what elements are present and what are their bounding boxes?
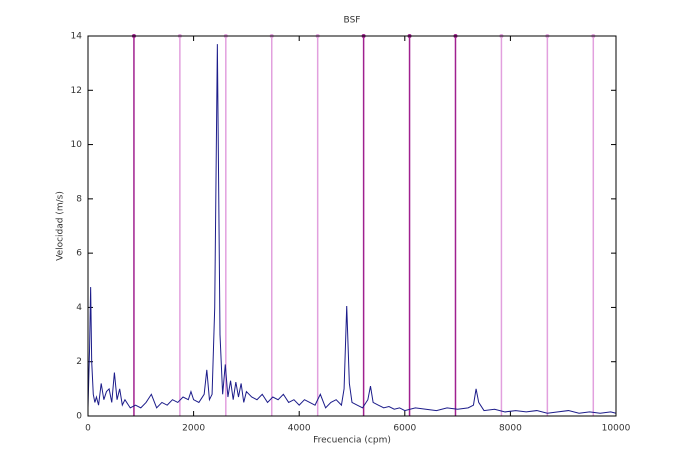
- x-axis-label: Frecuencia (cpm): [313, 436, 391, 446]
- x-tick-label: 8000: [499, 424, 522, 434]
- y-tick-label: 2: [76, 357, 82, 367]
- spectrum-line: [87, 44, 617, 414]
- x-tick-label: 2000: [182, 424, 205, 434]
- plot-frame: [87, 35, 617, 417]
- x-tick-label: 0: [85, 424, 91, 434]
- y-tick-label: 0: [76, 412, 82, 422]
- y-tick-label: 6: [76, 249, 82, 259]
- x-tick-label: 10000: [602, 424, 631, 434]
- chart-title: BSF: [344, 16, 361, 26]
- y-tick-label: 10: [71, 140, 83, 150]
- x-tick-label: 6000: [393, 424, 416, 434]
- y-tick-label: 4: [76, 303, 82, 313]
- y-tick-label: 8: [76, 194, 82, 204]
- y-tick-label: 12: [71, 86, 82, 96]
- y-axis-label: Velocidad (m/s): [56, 191, 66, 261]
- x-tick-label: 4000: [288, 424, 311, 434]
- y-tick-label: 14: [71, 32, 83, 42]
